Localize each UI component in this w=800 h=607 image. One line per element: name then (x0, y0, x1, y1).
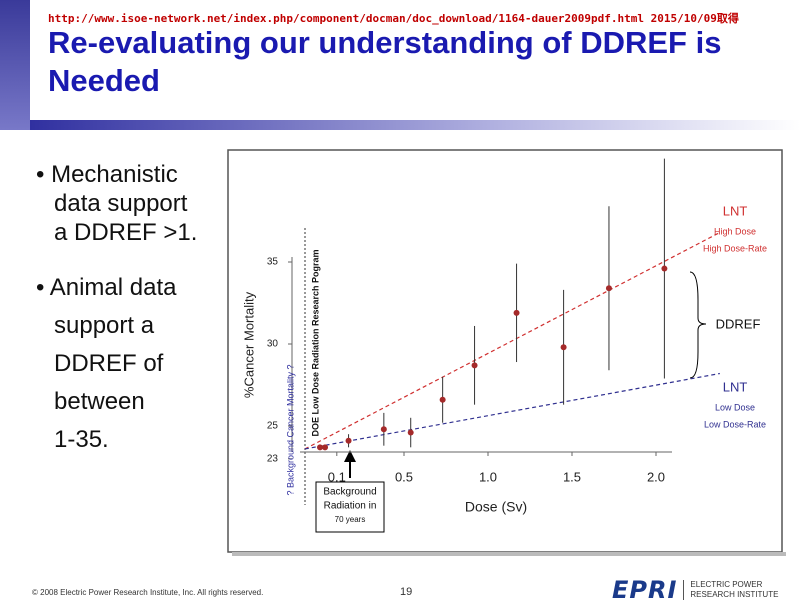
bullet: • Mechanistic data support a DDREF >1. (36, 160, 197, 247)
y-tick-label: 30 (267, 339, 279, 350)
annotation-box (315, 481, 385, 533)
data-point (380, 426, 387, 433)
arrow-head (344, 450, 356, 462)
logo-mark: EPRI (612, 576, 678, 604)
background-radiation: Background (323, 487, 376, 498)
x-tick-label: 0.5 (395, 469, 413, 484)
bullet-line: • Mechanistic (36, 161, 178, 188)
program-label: DOE Low Dose Radiation Research Pogram (310, 249, 320, 436)
logo: EPRI ELECTRIC POWER RESEARCH INSTITUTE (612, 576, 778, 604)
data-point (439, 396, 446, 403)
background-radiation: 70 years (335, 515, 366, 524)
logo-text: ELECTRIC POWER RESEARCH INSTITUTE (683, 580, 778, 600)
y-axis-label: %Cancer Mortality (241, 291, 256, 398)
bullet-line: 1-35. (54, 426, 109, 453)
y-tick-label: 23 (267, 453, 279, 464)
bullet-line: data support (54, 190, 188, 217)
bullet-line: • Animal data (36, 274, 177, 301)
reference-line (304, 231, 721, 450)
data-point (317, 444, 323, 451)
background-radiation: Radiation in (324, 501, 377, 512)
bullet-line: support a (54, 312, 155, 339)
data-point (560, 344, 567, 351)
line-name: LNT (723, 379, 748, 394)
bullet: • Animal data support a DDREF of between 1-3… (36, 269, 197, 459)
data-point (322, 444, 329, 451)
line-sub: High Dose (714, 226, 756, 236)
ddref-label: DDREF (716, 316, 761, 331)
y-tick-label: 25 (267, 421, 279, 432)
title-rule (30, 120, 800, 130)
ddref-brace (689, 271, 707, 379)
logo-line: RESEARCH INSTITUTE (690, 590, 779, 599)
line-sub: Low Dose-Rate (704, 419, 766, 429)
data-point (471, 362, 478, 369)
x-axis-label: Dose (Sv) (465, 499, 527, 515)
line-name: LNT (723, 203, 748, 218)
x-tick-label: 0.1 (328, 469, 346, 484)
logo-line: ELECTRIC POWER (690, 580, 763, 589)
data-point (345, 437, 352, 444)
frame-shadow (232, 552, 786, 556)
background-mortality: ? Background Cancer Mortality ? (285, 364, 295, 495)
sidebar (0, 0, 30, 130)
x-tick-label: 1.0 (479, 469, 497, 484)
copyright: © 2008 Electric Power Research Institute… (32, 588, 264, 597)
source-url: http://www.isoe-network.net/index.php/co… (48, 12, 739, 25)
page-number: 19 (400, 586, 413, 598)
slide-title: Re-evaluating our understanding of DDREF… (48, 25, 722, 98)
data-point (661, 265, 668, 272)
bullet-line: a DDREF >1. (54, 219, 198, 246)
bullet-line: between (54, 388, 145, 415)
reference-line (304, 372, 720, 450)
line-sub: Low Dose (715, 402, 755, 412)
x-tick-label: 2.0 (647, 469, 665, 484)
y-tick-label: 35 (267, 257, 279, 268)
bullet-list: • Mechanistic data support a DDREF >1. • An… (36, 160, 197, 481)
x-tick-label: 1.5 (563, 469, 581, 484)
bullet-line: DDREF of (54, 350, 164, 377)
data-point (407, 429, 414, 436)
line-sub: High Dose-Rate (703, 243, 767, 253)
data-point (513, 309, 520, 316)
data-point (605, 285, 612, 292)
